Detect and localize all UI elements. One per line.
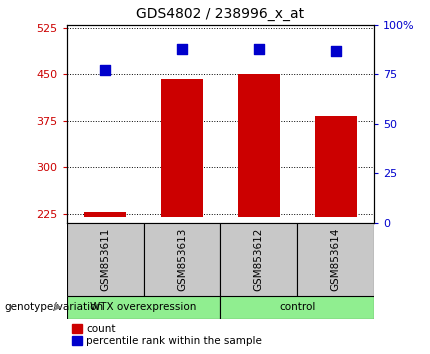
- Bar: [221, 296, 374, 319]
- Text: GSM853614: GSM853614: [331, 228, 341, 291]
- Bar: [144, 223, 221, 296]
- Point: [332, 48, 339, 53]
- Point: [178, 46, 185, 51]
- Text: genotype/variation: genotype/variation: [4, 302, 104, 312]
- Bar: [161, 79, 203, 217]
- Bar: [67, 296, 221, 319]
- Bar: [238, 74, 280, 217]
- Bar: [67, 223, 144, 296]
- Text: GSM853611: GSM853611: [100, 228, 110, 291]
- Point: [255, 46, 262, 51]
- Text: GSM853613: GSM853613: [177, 228, 187, 291]
- Text: WTX overexpression: WTX overexpression: [90, 302, 197, 312]
- Title: GDS4802 / 238996_x_at: GDS4802 / 238996_x_at: [136, 7, 304, 21]
- Bar: [297, 223, 374, 296]
- Bar: [221, 223, 297, 296]
- Text: control: control: [279, 302, 316, 312]
- Legend: count, percentile rank within the sample: count, percentile rank within the sample: [72, 324, 262, 347]
- Bar: [84, 212, 126, 217]
- Bar: [314, 116, 357, 217]
- Text: GSM853612: GSM853612: [254, 228, 264, 291]
- Point: [101, 68, 108, 73]
